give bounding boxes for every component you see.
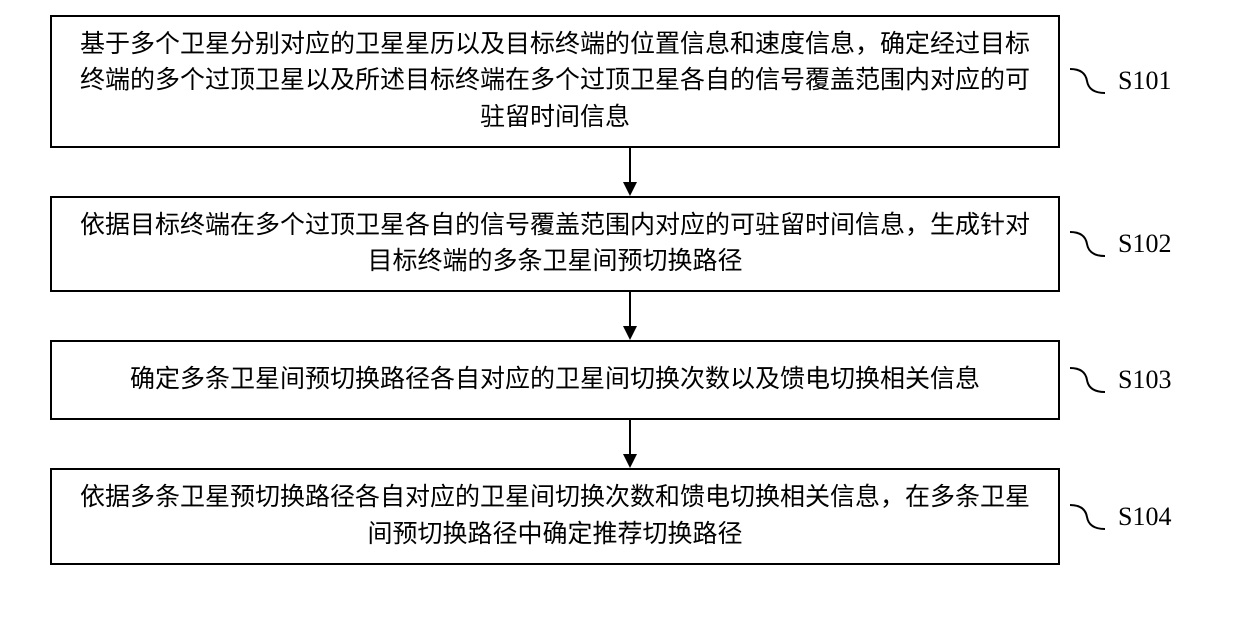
step-label-wrap-s101: S101 [1065, 61, 1171, 101]
step-row-s104: 依据多条卫星预切换路径各自对应的卫星间切换次数和馈电切换相关信息，在多条卫星间预… [30, 468, 1210, 565]
step-label-s101: S101 [1118, 66, 1171, 96]
step-label-wrap-s103: S103 [1065, 360, 1171, 400]
step-box-s103: 确定多条卫星间预切换路径各自对应的卫星间切换次数以及馈电切换相关信息 [50, 340, 1060, 420]
step-row-s102: 依据目标终端在多个过顶卫星各自的信号覆盖范围内对应的可驻留时间信息，生成针对目标… [30, 196, 1210, 293]
flowchart-container: 基于多个卫星分别对应的卫星星历以及目标终端的位置信息和速度信息，确定经过目标终端… [30, 15, 1210, 565]
arrow-down-icon [615, 420, 645, 468]
bracket-icon [1065, 497, 1110, 537]
step-label-s104: S104 [1118, 502, 1171, 532]
step-box-s101: 基于多个卫星分别对应的卫星星历以及目标终端的位置信息和速度信息，确定经过目标终端… [50, 15, 1060, 148]
step-row-s101: 基于多个卫星分别对应的卫星星历以及目标终端的位置信息和速度信息，确定经过目标终端… [30, 15, 1210, 148]
step-text-s102: 依据目标终端在多个过顶卫星各自的信号覆盖范围内对应的可驻留时间信息，生成针对目标… [72, 208, 1038, 281]
step-box-s104: 依据多条卫星预切换路径各自对应的卫星间切换次数和馈电切换相关信息，在多条卫星间预… [50, 468, 1060, 565]
arrow-s103-s104 [125, 420, 1135, 468]
step-label-wrap-s102: S102 [1065, 224, 1171, 264]
bracket-icon [1065, 224, 1110, 264]
step-label-wrap-s104: S104 [1065, 497, 1171, 537]
arrow-down-icon [615, 148, 645, 196]
step-text-s101: 基于多个卫星分别对应的卫星星历以及目标终端的位置信息和速度信息，确定经过目标终端… [72, 27, 1038, 136]
arrow-s101-s102 [125, 148, 1135, 196]
step-text-s103: 确定多条卫星间预切换路径各自对应的卫星间切换次数以及馈电切换相关信息 [130, 362, 980, 398]
step-box-s102: 依据目标终端在多个过顶卫星各自的信号覆盖范围内对应的可驻留时间信息，生成针对目标… [50, 196, 1060, 293]
step-text-s104: 依据多条卫星预切换路径各自对应的卫星间切换次数和馈电切换相关信息，在多条卫星间预… [72, 480, 1038, 553]
bracket-icon [1065, 360, 1110, 400]
step-row-s103: 确定多条卫星间预切换路径各自对应的卫星间切换次数以及馈电切换相关信息 S103 [30, 340, 1210, 420]
bracket-icon [1065, 61, 1110, 101]
step-label-s102: S102 [1118, 229, 1171, 259]
arrow-s102-s103 [125, 292, 1135, 340]
step-label-s103: S103 [1118, 365, 1171, 395]
arrow-down-icon [615, 292, 645, 340]
